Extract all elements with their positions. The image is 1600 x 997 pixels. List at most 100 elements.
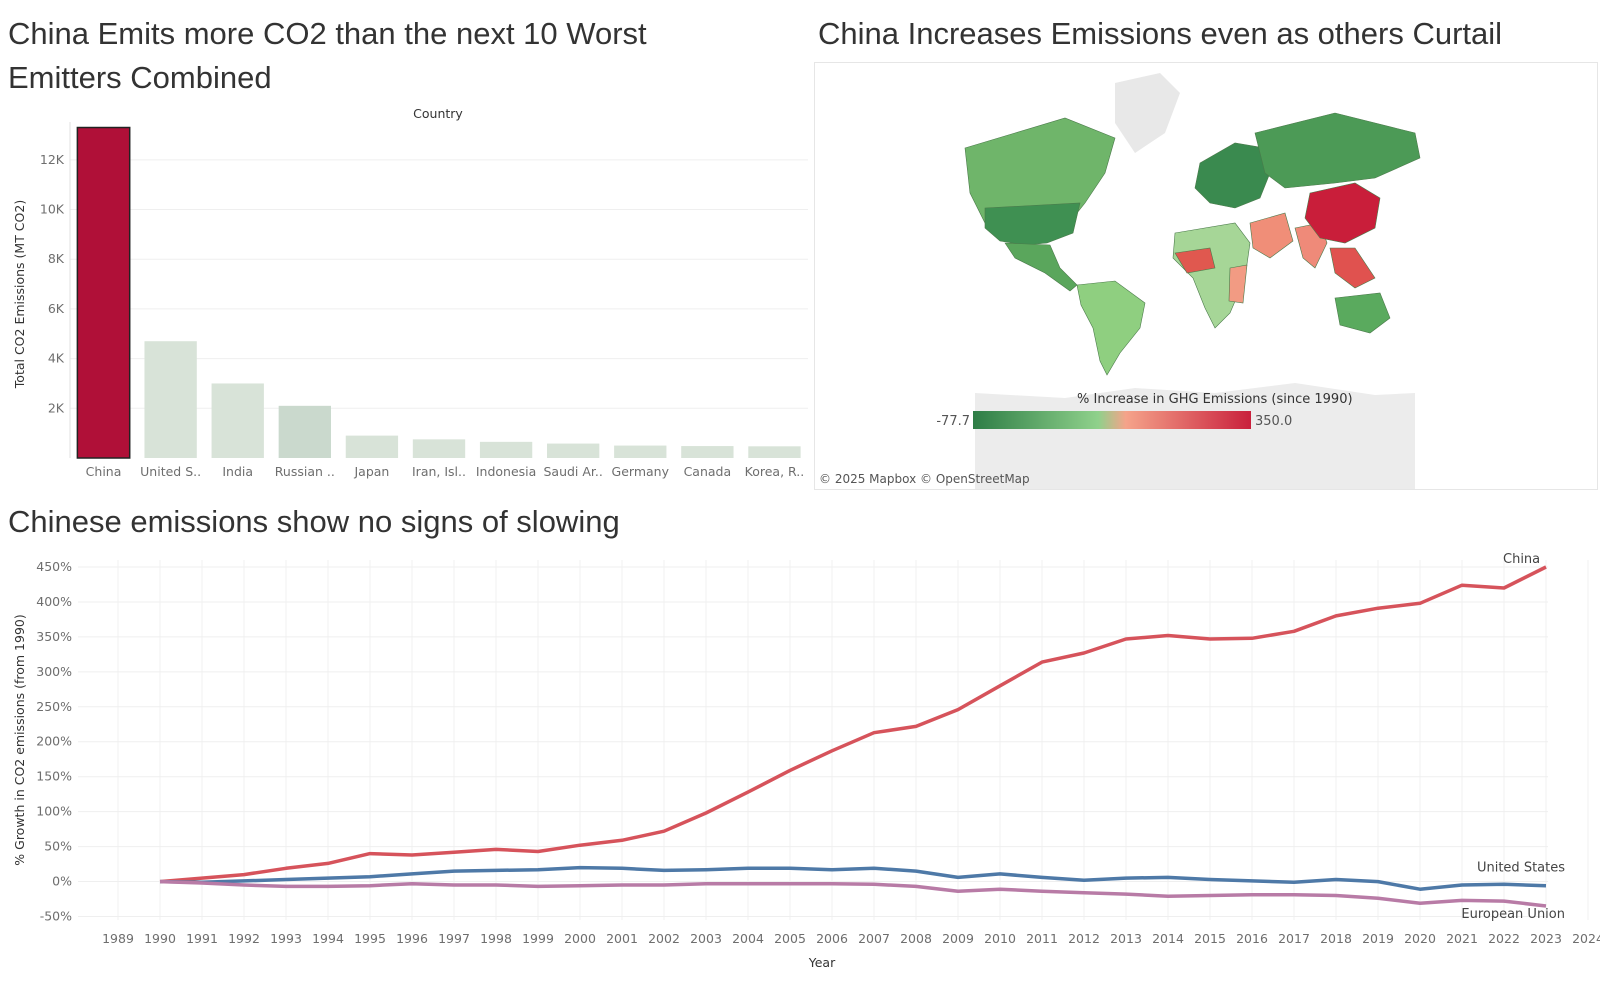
map-title: China Increases Emissions even as others… [818,16,1503,51]
line-x-tick-label: 2001 [606,931,638,946]
line-x-tick-label: 2002 [648,931,680,946]
bar-saudi-ar [547,443,600,458]
map-region-australia[interactable] [1334,292,1391,334]
line-series-label-china: China [1503,552,1540,567]
bar-russian [278,405,331,458]
map-region-south-america[interactable] [1076,280,1146,376]
bar-germany [614,445,667,458]
line-x-tick-label: 2003 [690,931,722,946]
map-region-africa[interactable] [1172,222,1251,329]
line-x-tick-label: 1997 [438,931,470,946]
map-legend-max: 350.0 [1255,414,1292,429]
line-x-tick-label: 1999 [522,931,554,946]
line-chart-title: Chinese emissions show no signs of slowi… [8,504,620,539]
map-attribution: © 2025 Mapbox © OpenStreetMap [819,472,1030,486]
bar-y-tick-label: 6K [48,301,65,316]
line-x-tick-label: 2017 [1278,931,1310,946]
bar-category-label: Korea, R.. [745,464,805,479]
bar-united-s [144,341,197,458]
bar-category-label: China [86,464,122,479]
line-y-tick-label: 50% [44,839,72,854]
line-x-tick-label: 2018 [1320,931,1352,946]
bar-category-label: Iran, Isl.. [412,464,466,479]
map-legend-min: -77.7 [936,414,970,429]
line-y-tick-label: 100% [36,804,72,819]
line-x-tick-label: 2019 [1362,931,1394,946]
bar-indonesia [479,441,533,458]
line-series-european-union [159,879,1547,908]
world-map-canvas: % Increase in GHG Emissions (since 1990)… [819,73,1421,489]
bar-india [211,383,264,458]
line-x-tick-label: 1993 [270,931,302,946]
line-x-tick-label: 2000 [564,931,596,946]
line-y-tick-label: 400% [36,594,72,609]
map-region-west-africa[interactable] [1174,247,1216,274]
line-x-tick-label: 1996 [396,931,428,946]
line-x-tick-label: 2016 [1236,931,1268,946]
bar-y-tick-label: 12K [40,152,65,167]
line-x-tick-label: 2006 [816,931,848,946]
line-series-label-european-union: European Union [1461,907,1565,922]
line-x-tick-label: 1990 [144,931,176,946]
line-series-united-states [159,865,1547,891]
line-y-tick-label: 0% [52,874,72,889]
line-x-axis-title: Year [808,955,836,970]
line-x-tick-label: 2005 [774,931,806,946]
bar-category-label: Saudi Ar.. [543,464,602,479]
line-x-tick-label: 2008 [900,931,932,946]
map-region-usa[interactable] [984,202,1081,246]
map-region-russia[interactable] [1254,112,1421,189]
line-y-tick-label: 300% [36,664,72,679]
line-y-tick-label: 200% [36,734,72,749]
bar-category-label: United S.. [140,464,201,479]
line-y-tick-label: 250% [36,699,72,714]
line-x-tick-label: 2014 [1152,931,1184,946]
bar-category-label: Russian .. [275,464,335,479]
line-series-china [159,565,1547,884]
line-x-tick-label: 2011 [1026,931,1058,946]
bar-category-label: Japan [353,464,389,479]
line-y-tick-label: 150% [36,769,72,784]
line-y-tick-label: 450% [36,559,72,574]
map-region-middle-east[interactable] [1249,212,1294,259]
line-x-tick-label: 2021 [1446,931,1478,946]
bar-chart-title: China Emits more CO2 than the next 10 Wo… [8,16,647,95]
bar-y-tick-label: 4K [48,351,65,366]
bar-canada [681,446,734,458]
choropleth-map[interactable]: % Increase in GHG Emissions (since 1990)… [814,62,1598,490]
line-y-axis-title: % Growth in CO2 emissions (from 1990) [12,614,27,865]
line-x-tick-label: 2010 [984,931,1016,946]
line-x-tick-label: 1992 [228,931,260,946]
bar-header-label: Country [413,106,463,121]
bar-korea-r [748,446,801,458]
bar-y-tick-label: 2K [48,400,65,415]
line-x-tick-label: 1995 [354,931,386,946]
bar-japan [345,435,399,458]
line-x-tick-label: 2007 [858,931,890,946]
line-x-tick-label: 2013 [1110,931,1142,946]
bar-y-tick-label: 10K [40,202,65,217]
line-x-tick-label: 2023 [1530,931,1562,946]
bar-category-label: Canada [684,464,732,479]
map-region-southeast-asia[interactable] [1329,247,1376,289]
bar-y-axis-title: Total CO2 Emissions (MT CO2) [12,200,27,389]
bar-china [76,126,131,459]
line-x-tick-label: 1998 [480,931,512,946]
bar-category-label: Germany [612,464,670,479]
line-x-tick-label: 2024 [1572,931,1600,946]
map-region-central-america[interactable] [1004,242,1078,292]
antarctica-landmass [975,383,1415,489]
line-x-tick-label: 2015 [1194,931,1226,946]
map-region-east-africa[interactable] [1228,264,1248,304]
line-x-tick-label: 2020 [1404,931,1436,946]
bar-category-label: India [222,464,253,479]
line-x-tick-label: 1991 [186,931,218,946]
map-region-china[interactable] [1304,182,1381,244]
map-region-europe[interactable] [1194,142,1271,209]
line-x-tick-label: 2012 [1068,931,1100,946]
line-y-tick-label: -50% [40,909,72,924]
bar-category-label: Indonesia [476,464,536,479]
greenland-landmass [1115,73,1180,153]
bar-iran-isl [412,439,466,458]
line-x-tick-label: 2022 [1488,931,1520,946]
